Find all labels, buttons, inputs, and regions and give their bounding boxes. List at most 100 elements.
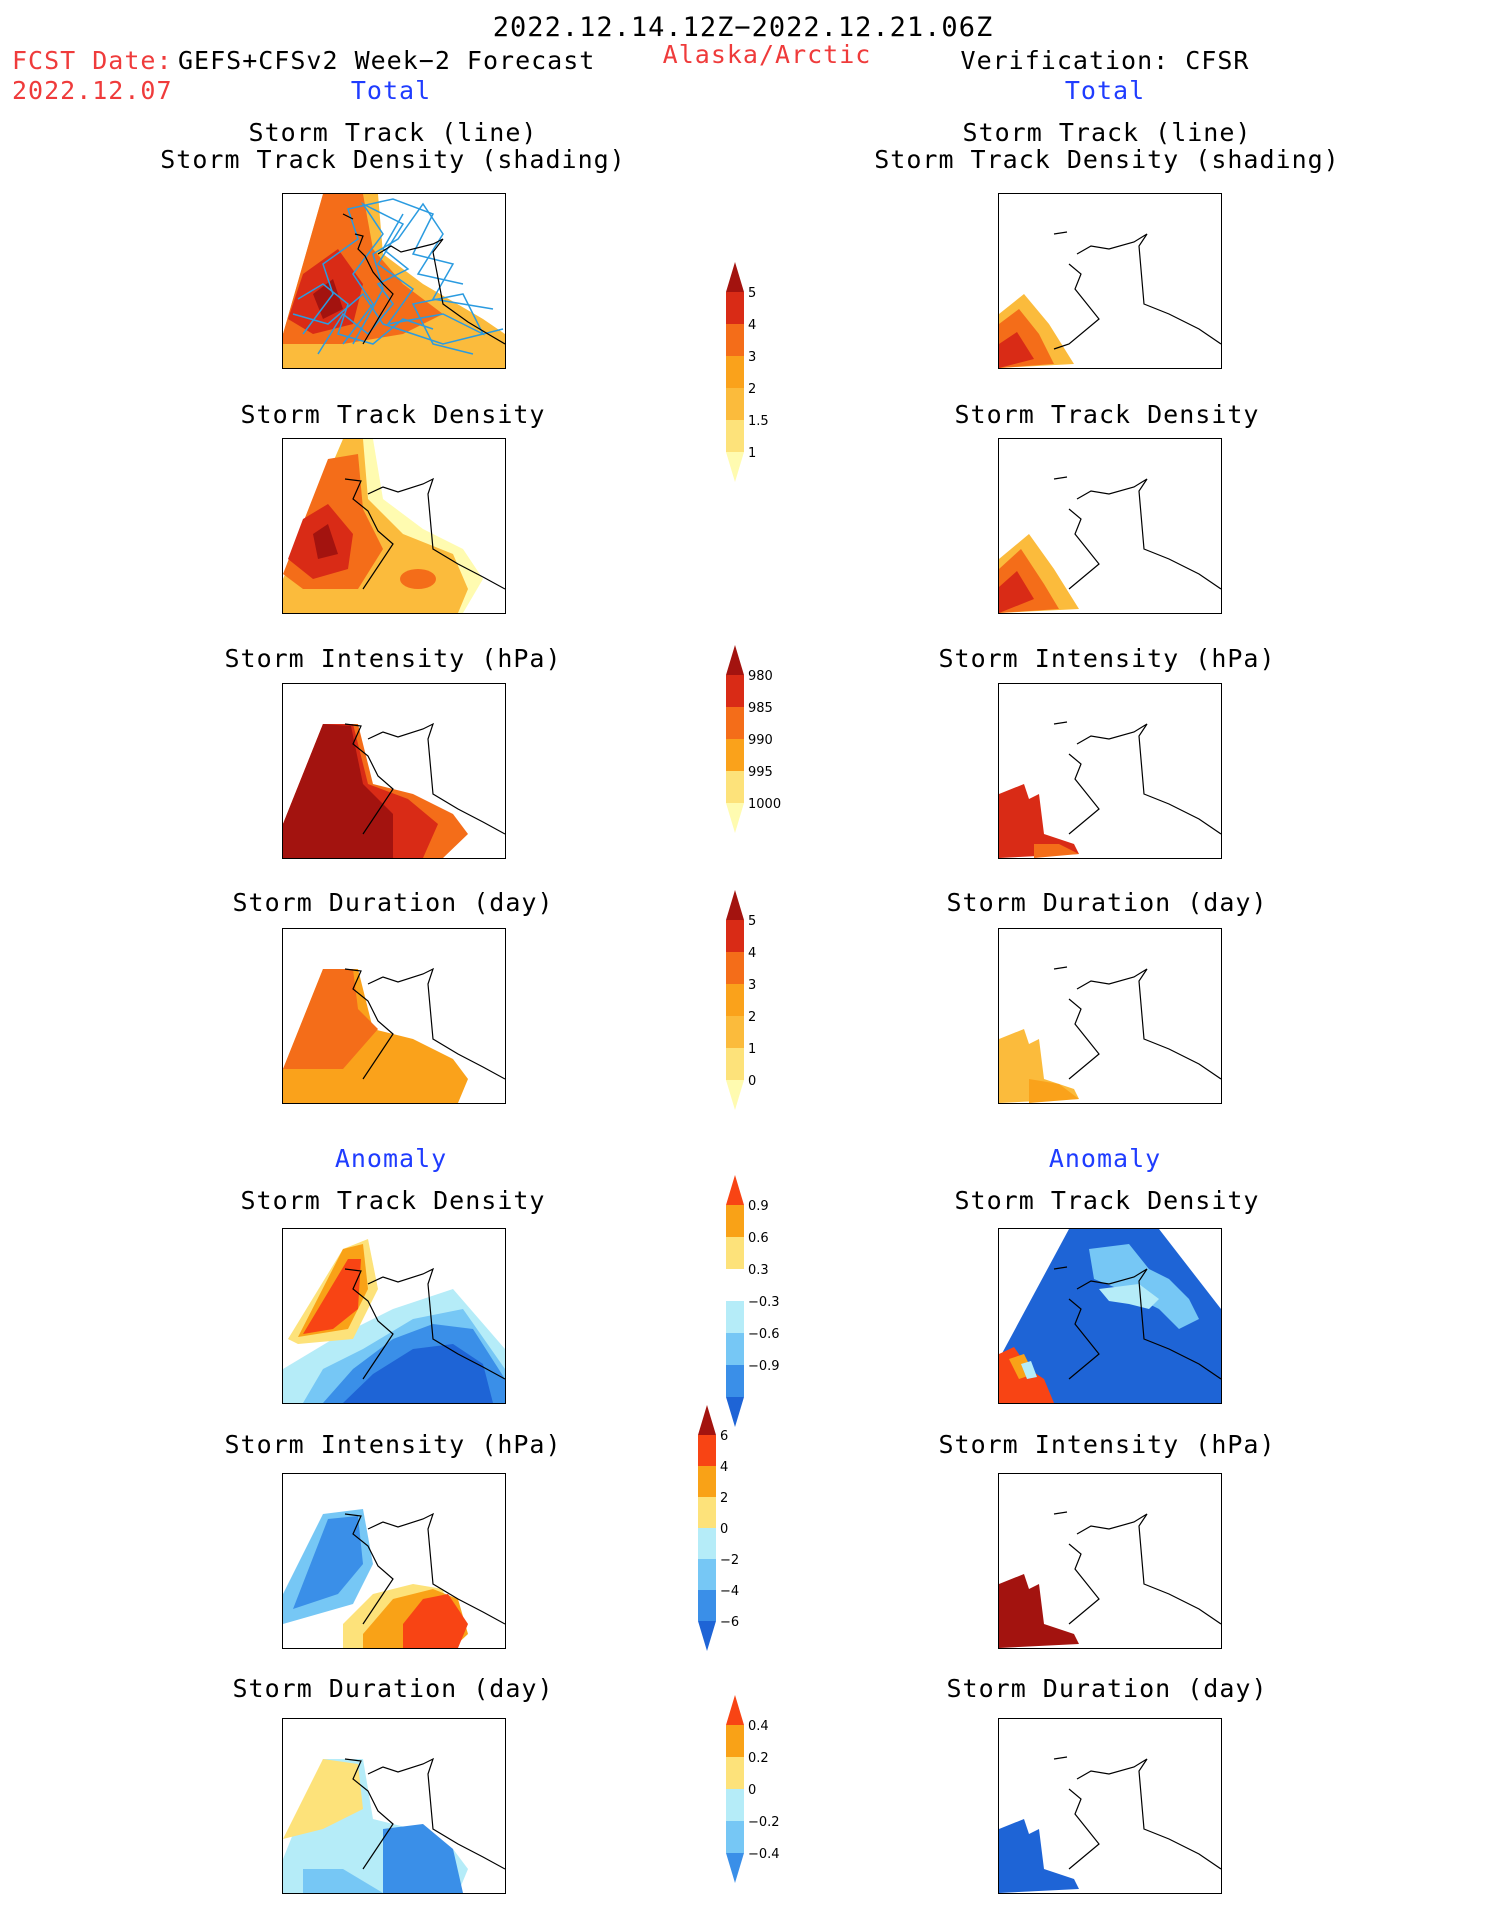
colorbar-duration: 5 4 3 2 1 0 [726, 890, 786, 1174]
colorbar-tick-label: 4 [720, 1460, 728, 1475]
colorbar-tick-label: 3 [748, 350, 756, 365]
colorbar-tick-label: 4 [748, 946, 756, 961]
colorbar-segment [726, 1365, 744, 1397]
map-l-track [282, 193, 506, 369]
colorbar-segment [726, 1789, 744, 1821]
colorbar-segment [726, 739, 744, 771]
colorbar-tick-label: 0.6 [748, 1231, 769, 1246]
colorbar-segment [726, 1757, 744, 1789]
colorbar-tick-label: 0 [720, 1522, 728, 1537]
model-name: GEFS+CFSv2 Week−2 Forecast [178, 46, 596, 75]
title-r-anom-duration: Storm Duration (day) [946, 1674, 1268, 1703]
title-l-anom-intensity: Storm Intensity (hPa) [224, 1430, 562, 1459]
map-r-intensity [998, 683, 1222, 859]
date-range-title: 2022.12.14.12Z−2022.12.21.06Z [492, 12, 994, 43]
colorbar-segment [726, 675, 744, 707]
colorbar-tick-label: 2 [748, 1010, 756, 1025]
colorbar-tick-label: 0.4 [748, 1719, 769, 1734]
colorbar-segment [726, 1821, 744, 1853]
title-r-intensity: Storm Intensity (hPa) [938, 644, 1276, 673]
colorbar-tick-label: −0.9 [748, 1359, 780, 1374]
colorbar-tick-label: 0.3 [748, 1263, 769, 1278]
colorbar-segment [726, 1333, 744, 1365]
colorbar-tick-label: 1000 [748, 797, 781, 812]
colorbar-top-cap [698, 1405, 716, 1435]
colorbar-tick-label: 980 [748, 669, 773, 684]
title-l-density: Storm Track Density [240, 400, 546, 429]
map-l-anom-duration [282, 1718, 506, 1894]
colorbar-segment [726, 1016, 744, 1048]
title-l-track-shading: Storm Track Density (shading) [160, 145, 626, 174]
colorbar-anom-intensity: 6 4 2 0 −2 −4 −6 [698, 1405, 758, 1719]
left-anomaly-label: Anomaly [334, 1144, 448, 1173]
title-l-intensity: Storm Intensity (hPa) [224, 644, 562, 673]
colorbar-segment [726, 356, 744, 388]
colorbar-segment [698, 1528, 716, 1559]
colorbar-segment [726, 1725, 744, 1757]
colorbar-segment [726, 920, 744, 952]
colorbar-tick-label: 6 [720, 1429, 728, 1444]
colorbar-top-cap [726, 1175, 744, 1205]
colorbar-segment [698, 1559, 716, 1590]
colorbar-tick-label: 2 [748, 382, 756, 397]
right-total-label: Total [1064, 76, 1146, 105]
colorbar-segment [726, 1048, 744, 1080]
colorbar-tick-label: −0.6 [748, 1327, 780, 1342]
colorbar-segment [726, 1237, 744, 1269]
title-l-anom-density: Storm Track Density [240, 1186, 546, 1215]
colorbar-tick-label: −0.3 [748, 1295, 780, 1310]
title-l-track-line: Storm Track (line) [248, 118, 538, 147]
colorbar-bottom-cap [726, 1853, 744, 1883]
title-l-duration: Storm Duration (day) [232, 888, 554, 917]
colorbar-tick-label: −0.4 [748, 1847, 780, 1862]
colorbar-tick-label: −4 [720, 1584, 739, 1599]
map-l-intensity [282, 683, 506, 859]
colorbar-segment [726, 1301, 744, 1333]
region-label: Alaska/Arctic [662, 40, 872, 69]
map-l-anom-intensity [282, 1473, 506, 1649]
title-r-duration: Storm Duration (day) [946, 888, 1268, 917]
title-r-anom-density: Storm Track Density [954, 1186, 1260, 1215]
map-r-density [998, 438, 1222, 614]
colorbar-segment [726, 952, 744, 984]
map-l-anom-density [282, 1228, 506, 1404]
colorbar-segment [726, 324, 744, 356]
colorbar-bottom-cap [726, 803, 744, 833]
colorbar-bottom-cap [726, 1397, 744, 1427]
right-anomaly-label: Anomaly [1048, 1144, 1162, 1173]
colorbar-segment [726, 420, 744, 452]
colorbar-anom-density: 0.9 0.6 0.3 −0.3 −0.6 −0.9 [726, 1175, 786, 1469]
colorbar-segment [726, 771, 744, 803]
title-r-track-shading: Storm Track Density (shading) [874, 145, 1340, 174]
title-r-track-line: Storm Track (line) [962, 118, 1252, 147]
map-r-anom-intensity [998, 1473, 1222, 1649]
map-r-anom-duration [998, 1718, 1222, 1894]
colorbar-bottom-cap [726, 452, 744, 482]
colorbar-tick-label: 1 [748, 446, 756, 461]
colorbar-bottom-cap [698, 1621, 716, 1651]
colorbar-tick-label: 5 [748, 914, 756, 929]
colorbar-anom-duration: 0.4 0.2 0 −0.2 −0.4 [726, 1695, 786, 1929]
colorbar-top-cap [726, 1695, 744, 1725]
colorbar-segment [698, 1497, 716, 1528]
colorbar-tick-label: 990 [748, 733, 773, 748]
verification-label: Verification: CFSR [960, 46, 1250, 75]
colorbar-tick-label: −2 [720, 1553, 739, 1568]
colorbar-tick-label: 2 [720, 1491, 728, 1506]
colorbar-top-cap [726, 890, 744, 920]
colorbar-tick-label: −6 [720, 1615, 739, 1630]
colorbar-segment [726, 984, 744, 1016]
map-r-track [998, 193, 1222, 369]
map-r-anom-density [998, 1228, 1222, 1404]
colorbar-tick-label: 4 [748, 318, 756, 333]
colorbar-tick-label: 0 [748, 1783, 756, 1798]
colorbar-tick-label: 5 [748, 286, 756, 301]
colorbar-segment [698, 1435, 716, 1466]
title-r-anom-intensity: Storm Intensity (hPa) [938, 1430, 1276, 1459]
colorbar-bottom-cap [726, 1080, 744, 1110]
colorbar-tick-label: 0.2 [748, 1751, 769, 1766]
map-l-density [282, 438, 506, 614]
colorbar-density: 5 4 3 2 1.5 1 [726, 262, 786, 546]
colorbar-intensity: 980 985 990 995 1000 [726, 645, 786, 889]
colorbar-tick-label: 995 [748, 765, 773, 780]
